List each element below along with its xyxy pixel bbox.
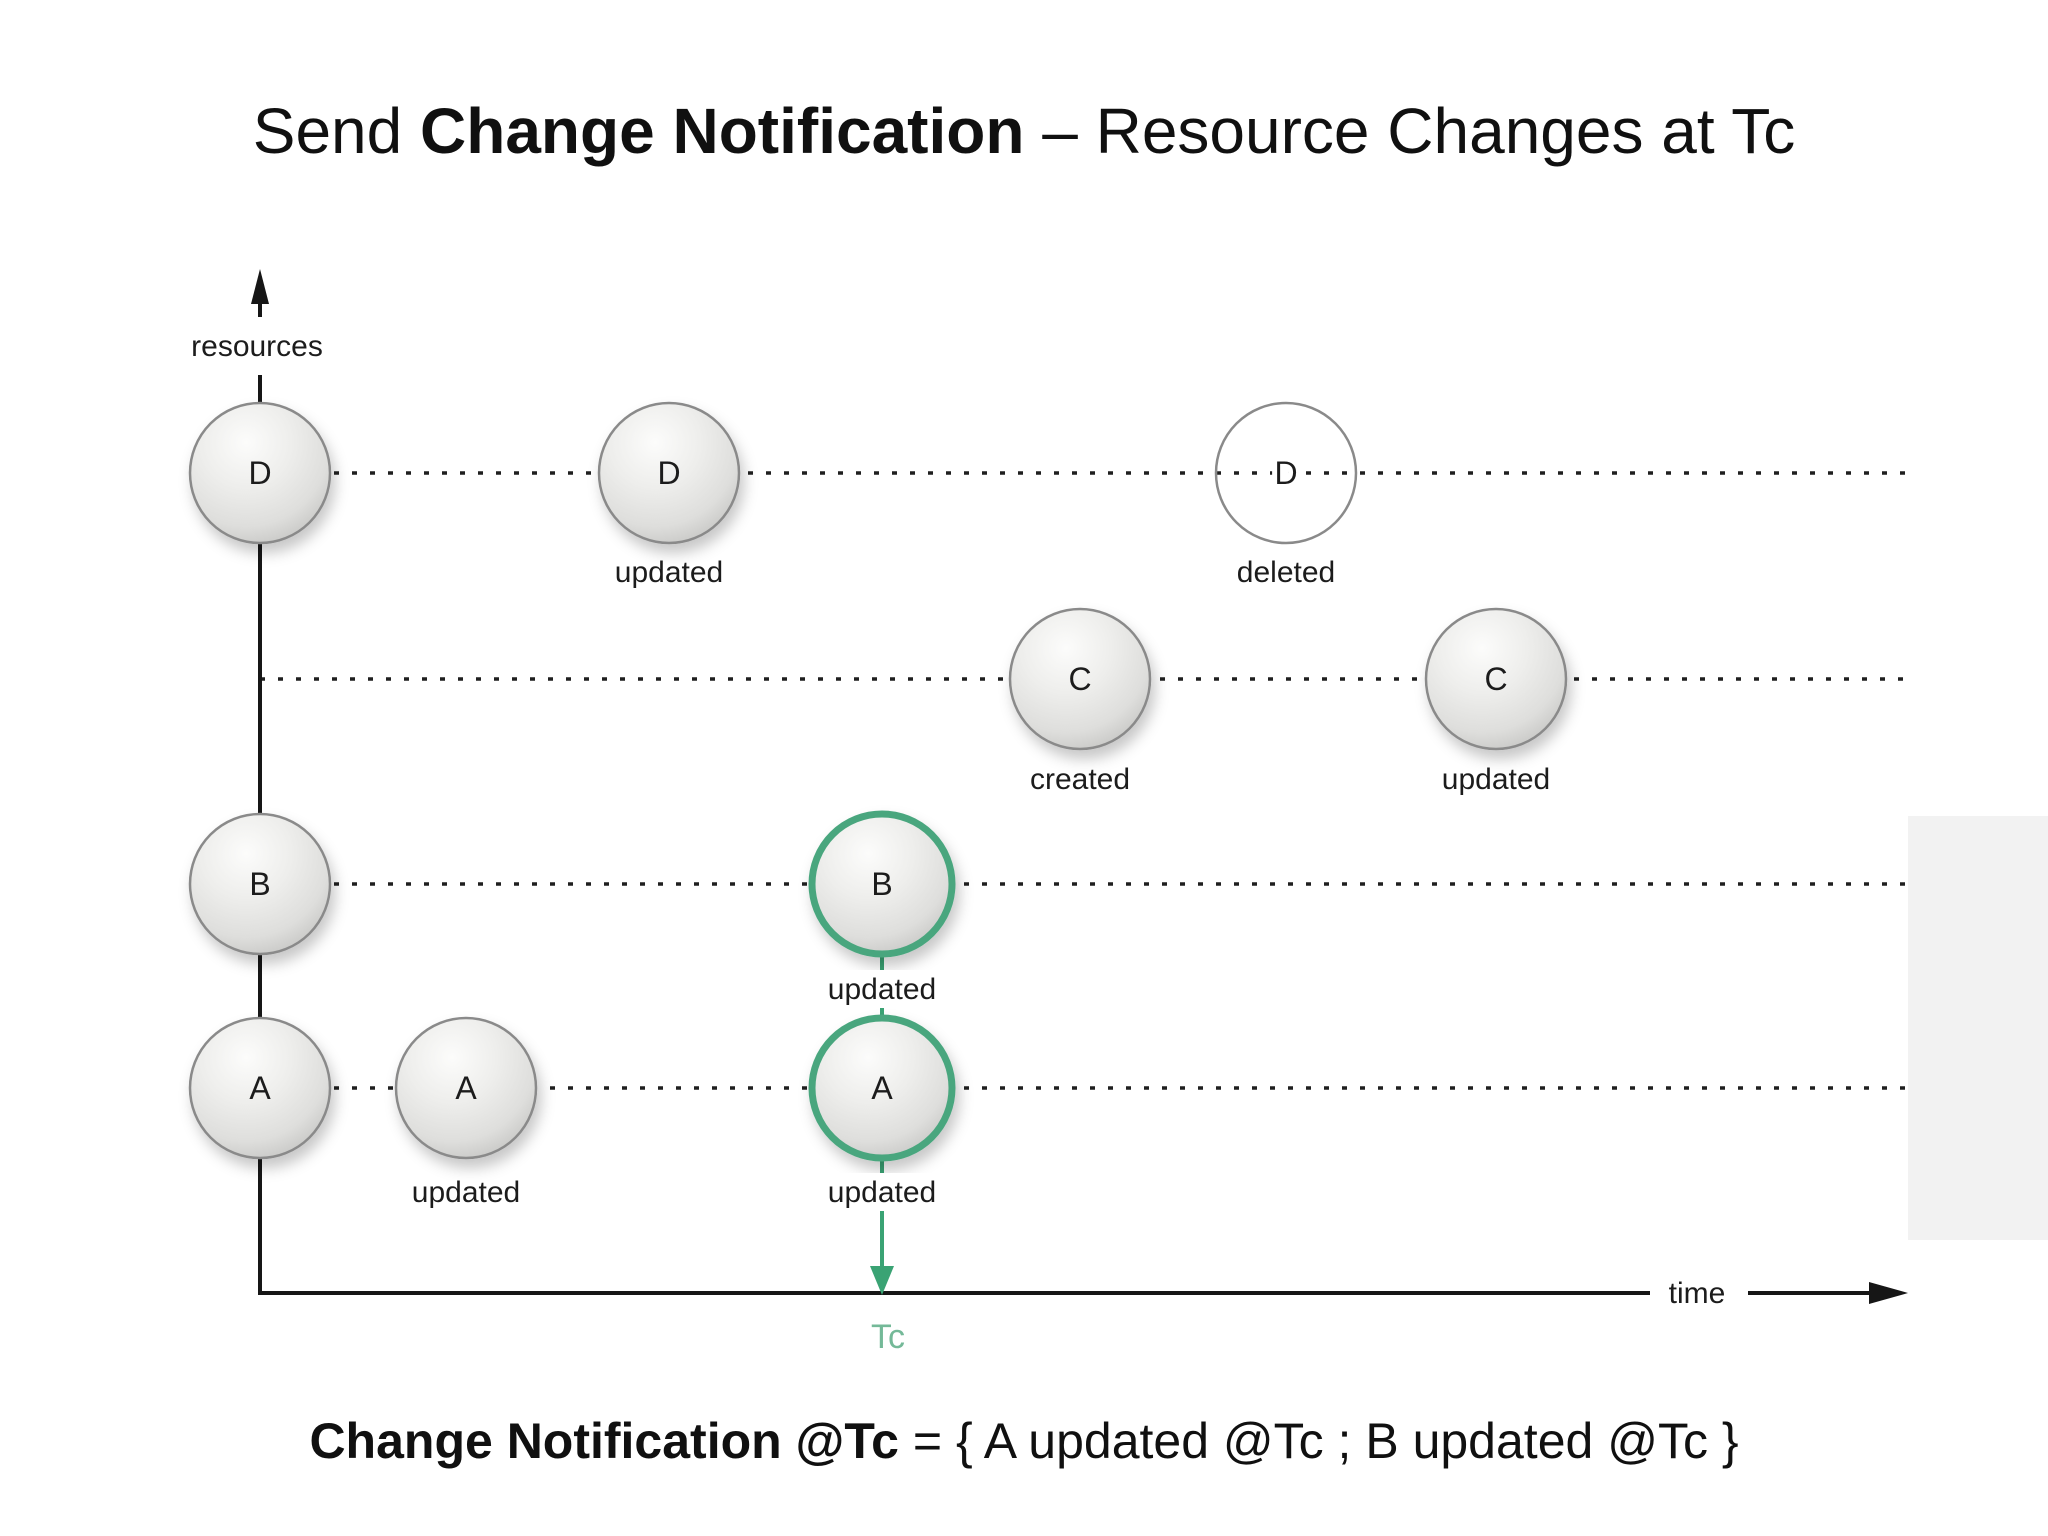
- event-circle-c-created: C created: [1008, 607, 1152, 796]
- event-state-label: updated: [828, 1176, 936, 1209]
- formula-bold: Change Notification @Tc: [309, 1413, 899, 1469]
- event-letter: C: [1484, 661, 1507, 697]
- event-letter: A: [455, 1070, 477, 1106]
- time-axis-arrowhead-icon: [1869, 1282, 1908, 1304]
- y-axis-label: resources: [191, 330, 323, 363]
- event-circle-c-updated: C updated: [1424, 607, 1568, 796]
- formula-rest: = { A updated @Tc ; B updated @Tc }: [898, 1413, 1739, 1469]
- event-circle-d-updated: D updated: [597, 401, 741, 589]
- title-bold: Change Notification: [420, 95, 1025, 167]
- event-state-label: updated: [615, 556, 723, 589]
- event-circle-b-updated-tc: B updated: [808, 810, 956, 1008]
- title-pre: Send: [252, 95, 420, 167]
- event-letter: D: [657, 455, 680, 491]
- event-circle-d-initial: D: [188, 401, 332, 545]
- label-backplate: [818, 970, 946, 1008]
- event-letter: B: [871, 866, 892, 902]
- change-notification-formula: Change Notification @Tc = { A updated @T…: [0, 1412, 2048, 1470]
- event-letter: A: [871, 1070, 893, 1106]
- event-circle-a-initial: A: [188, 1016, 332, 1160]
- event-circle-d-deleted: D deleted: [1214, 401, 1358, 589]
- page-title: Send Change Notification – Resource Chan…: [0, 94, 2048, 168]
- event-letter: D: [1274, 455, 1297, 491]
- event-circle-b-initial: B: [188, 812, 332, 956]
- event-letter: B: [249, 866, 270, 902]
- event-state-label: updated: [828, 973, 936, 1006]
- event-state-label: created: [1030, 763, 1130, 796]
- event-state-label: updated: [1442, 763, 1550, 796]
- time-axis-label: time: [1669, 1277, 1726, 1310]
- event-letter: D: [248, 455, 271, 491]
- event-state-label: updated: [412, 1176, 520, 1209]
- event-circle-a-updated: A updated: [394, 1016, 538, 1209]
- event-state-label: deleted: [1237, 556, 1335, 589]
- event-letter: C: [1068, 661, 1091, 697]
- tc-label: Tc: [871, 1318, 905, 1356]
- time-axis: time: [258, 1277, 1908, 1310]
- event-letter: A: [249, 1070, 271, 1106]
- y-axis-arrowhead-icon: [251, 269, 269, 304]
- background-band: [1908, 816, 2048, 1240]
- label-backplate: [818, 1173, 946, 1211]
- event-circle-a-updated-tc: A updated: [808, 1014, 956, 1211]
- tc-arrowhead-icon: [870, 1266, 894, 1295]
- title-post: – Resource Changes at Tc: [1024, 95, 1796, 167]
